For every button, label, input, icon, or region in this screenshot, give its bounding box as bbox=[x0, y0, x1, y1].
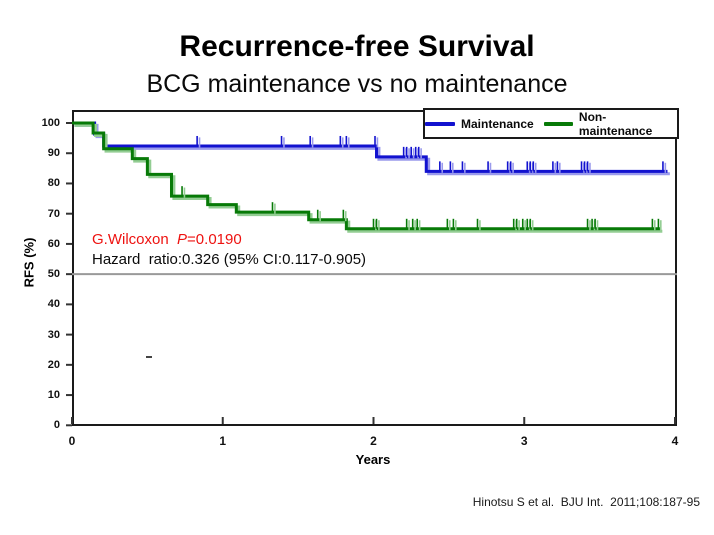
wilcoxon-p-annotation: G.Wilcoxon P=0.0190 bbox=[92, 231, 242, 248]
y-tick-label: 50 bbox=[47, 268, 60, 281]
y-tick-label: 40 bbox=[47, 298, 60, 311]
y-tick-label: 0 bbox=[53, 419, 60, 432]
legend-item: Non-maintenance bbox=[543, 109, 677, 138]
y-tick-label: 70 bbox=[47, 207, 60, 220]
p-symbol: P bbox=[177, 231, 188, 248]
plot-area bbox=[72, 110, 677, 426]
stray-dash-mark bbox=[146, 356, 152, 358]
hazard-ratio-annotation: Hazard ratio:0.326 (95% CI:0.117-0.905) bbox=[92, 251, 367, 268]
y-tick-label: 10 bbox=[47, 389, 60, 402]
x-tick-label: 0 bbox=[68, 434, 76, 448]
y-tick-label: 90 bbox=[47, 147, 60, 160]
legend-line-swatch bbox=[425, 121, 455, 126]
y-tick-label: 20 bbox=[47, 358, 60, 371]
x-tick-label: 2 bbox=[370, 434, 377, 448]
citation: Hinotsu S et al. BJU Int. 2011;108:187-9… bbox=[472, 495, 700, 509]
x-tick-label: 1 bbox=[219, 434, 227, 448]
legend-line-swatch bbox=[543, 121, 573, 126]
legend-label: Non-maintenance bbox=[578, 109, 653, 138]
y-tick-label: 80 bbox=[47, 177, 60, 190]
page-title: Recurrence-free Survival bbox=[179, 30, 535, 63]
y-tick-label: 30 bbox=[47, 328, 60, 341]
x-tick-label: 4 bbox=[671, 434, 679, 448]
legend: Maintenance Non-maintenance bbox=[423, 108, 679, 139]
p-value: =0.0190 bbox=[187, 231, 242, 248]
spacer bbox=[169, 231, 177, 248]
y-tick-label: 60 bbox=[47, 237, 60, 250]
x-tick-label: 3 bbox=[520, 434, 528, 448]
test-name: G.Wilcoxon bbox=[92, 231, 169, 248]
legend-label: Maintenance bbox=[461, 116, 534, 131]
page-subtitle: BCG maintenance vs no maintenance bbox=[146, 70, 568, 98]
x-axis-title: Years bbox=[355, 452, 391, 467]
legend-item: Maintenance bbox=[425, 117, 534, 131]
y-tick-label: 100 bbox=[41, 117, 60, 129]
